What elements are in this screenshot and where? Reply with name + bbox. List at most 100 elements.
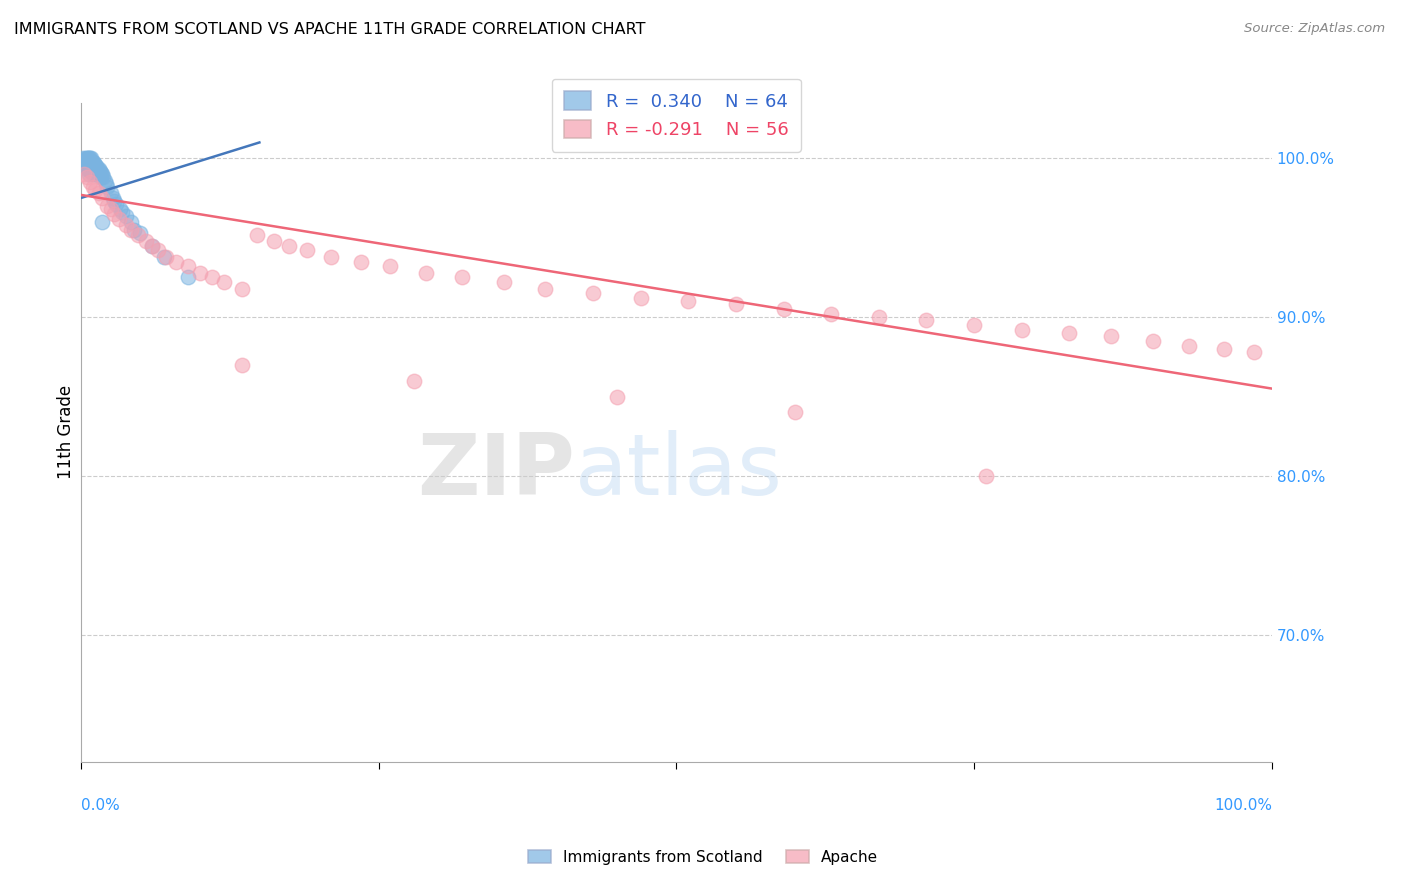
Point [84, 162, 107, 177]
Point [76, 170, 98, 185]
Point [1011, 323, 1033, 337]
Point [90, 166, 112, 180]
Point [77, 152, 100, 166]
Point [79, 159, 101, 173]
Point [91, 215, 114, 229]
Point [319, 250, 342, 264]
Point [135, 234, 157, 248]
Point [86, 161, 108, 175]
Point [146, 244, 169, 258]
Text: 100.0%: 100.0% [1213, 798, 1272, 813]
Point [82, 180, 104, 194]
Point [96, 199, 118, 213]
Point [153, 250, 176, 264]
Point [94, 177, 117, 191]
Point [93, 170, 115, 185]
Point [77, 152, 100, 166]
Legend: R =  0.340    N = 64, R = -0.291    N = 56: R = 0.340 N = 64, R = -0.291 N = 56 [551, 78, 801, 152]
Point [77, 167, 100, 181]
Point [278, 238, 301, 252]
Point [115, 218, 138, 232]
Point [100, 202, 122, 216]
Point [76, 154, 98, 169]
Point [86, 166, 108, 180]
Legend: Immigrants from Scotland, Apache: Immigrants from Scotland, Apache [522, 844, 884, 871]
Point [963, 318, 986, 332]
Point [89, 164, 111, 178]
Point [87, 162, 110, 177]
Point [73, 167, 96, 181]
Point [724, 297, 747, 311]
Point [79, 175, 101, 189]
Point [415, 266, 437, 280]
Point [75, 159, 97, 173]
Point [77, 154, 100, 169]
Point [93, 173, 115, 187]
Point [84, 164, 107, 178]
Point [79, 164, 101, 178]
Point [73, 158, 96, 172]
Point [108, 211, 131, 226]
Point [177, 260, 200, 274]
Point [127, 227, 149, 242]
Point [91, 167, 114, 181]
Point [141, 238, 163, 252]
Point [77, 154, 100, 169]
Point [974, 469, 997, 483]
Point [868, 310, 890, 325]
Point [83, 161, 105, 175]
Point [101, 191, 124, 205]
Point [79, 152, 101, 166]
Point [103, 194, 125, 209]
Point [155, 250, 177, 264]
Point [73, 154, 96, 169]
Point [1243, 345, 1265, 359]
Point [90, 170, 112, 185]
Point [111, 205, 134, 219]
Point [83, 166, 105, 180]
Point [96, 180, 118, 194]
Point [263, 234, 285, 248]
Point [1213, 342, 1236, 356]
Point [84, 167, 107, 181]
Point [72, 152, 94, 166]
Point [76, 162, 98, 177]
Point [76, 158, 98, 172]
Point [100, 186, 122, 201]
Point [380, 260, 402, 274]
Point [77, 158, 100, 172]
Point [820, 307, 842, 321]
Text: 0.0%: 0.0% [80, 798, 120, 813]
Point [75, 152, 97, 166]
Point [76, 152, 98, 166]
Point [84, 183, 107, 197]
Point [82, 158, 104, 172]
Point [177, 270, 200, 285]
Y-axis label: 11th Grade: 11th Grade [58, 385, 75, 479]
Point [84, 159, 107, 173]
Point [582, 286, 605, 301]
Point [492, 275, 515, 289]
Point [1142, 334, 1164, 348]
Point [915, 313, 938, 327]
Point [91, 191, 114, 205]
Point [82, 167, 104, 181]
Point [212, 275, 235, 289]
Point [246, 227, 269, 242]
Point [87, 186, 110, 201]
Point [141, 238, 163, 252]
Point [785, 405, 807, 419]
Point [295, 244, 318, 258]
Point [451, 270, 474, 285]
Point [83, 156, 105, 170]
Point [82, 154, 104, 169]
Text: IMMIGRANTS FROM SCOTLAND VS APACHE 11TH GRADE CORRELATION CHART: IMMIGRANTS FROM SCOTLAND VS APACHE 11TH … [14, 22, 645, 37]
Point [350, 254, 373, 268]
Point [103, 207, 125, 221]
Point [124, 223, 146, 237]
Point [1099, 329, 1122, 343]
Point [201, 270, 224, 285]
Point [1059, 326, 1081, 340]
Point [120, 223, 142, 237]
Point [77, 162, 100, 177]
